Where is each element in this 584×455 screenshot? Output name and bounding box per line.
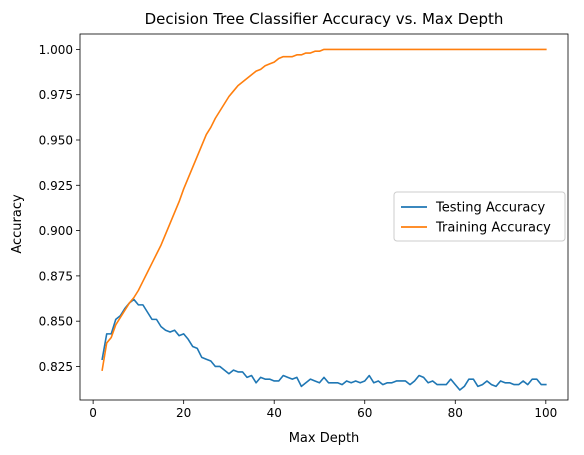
x-axis-label: Max Depth [289, 431, 360, 446]
x-tick-label: 40 [267, 406, 282, 420]
series-line-testing-accuracy [101, 298, 547, 391]
chart-title: Decision Tree Classifier Accuracy vs. Ma… [145, 10, 504, 28]
y-tick-label: 0.900 [39, 224, 73, 238]
x-tick-label: 60 [357, 406, 372, 420]
x-tick-label: 20 [176, 406, 191, 420]
series-layer [101, 48, 547, 391]
legend-label-testing: Testing Accuracy [435, 201, 545, 216]
legend: Testing Accuracy Training Accuracy [393, 191, 566, 242]
legend-label-training: Training Accuracy [435, 221, 551, 236]
plot-frame [79, 33, 569, 401]
legend-box [393, 191, 566, 242]
y-tick-label: 0.875 [39, 269, 73, 283]
x-tick-label: 100 [534, 406, 557, 420]
x-tick-label: 0 [89, 406, 97, 420]
y-tick-label: 0.975 [39, 88, 73, 102]
series-line-training-accuracy [101, 48, 547, 372]
y-tick-label: 0.925 [39, 179, 73, 193]
x-axis-ticks: 0 20 40 60 80 100 [89, 400, 557, 420]
y-tick-label: 0.825 [39, 360, 73, 374]
plot-area [79, 33, 569, 401]
y-tick-label: 0.850 [39, 315, 73, 329]
y-axis-label: Accuracy [10, 194, 25, 254]
x-tick-label: 80 [448, 406, 463, 420]
y-tick-label: 0.950 [39, 133, 73, 147]
y-axis-ticks: 0.825 0.850 0.875 0.900 0.925 0.950 0.975 1.000 [39, 43, 80, 374]
y-tick-label: 1.000 [39, 43, 73, 57]
